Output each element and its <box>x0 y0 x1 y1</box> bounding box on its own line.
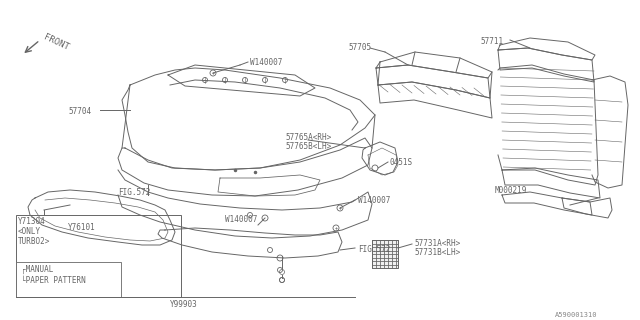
Text: TURBO2>: TURBO2> <box>18 237 51 246</box>
Text: 57731A<RH>: 57731A<RH> <box>414 239 460 248</box>
Text: 57704: 57704 <box>68 107 91 116</box>
Text: 0451S: 0451S <box>390 158 413 167</box>
Bar <box>372 240 398 268</box>
Text: W140007: W140007 <box>225 215 257 224</box>
Bar <box>16 262 121 297</box>
Text: └PAPER PATTERN: └PAPER PATTERN <box>21 276 86 285</box>
Text: FRONT: FRONT <box>42 33 70 52</box>
Text: W140007: W140007 <box>250 58 282 67</box>
Text: Y76101: Y76101 <box>68 223 96 232</box>
Text: A590001310: A590001310 <box>555 312 598 318</box>
Text: ┌MANUAL: ┌MANUAL <box>21 265 53 274</box>
Text: 57765B<LH>: 57765B<LH> <box>285 142 332 151</box>
Text: FIG.572: FIG.572 <box>118 188 150 197</box>
Text: 57705: 57705 <box>348 43 371 52</box>
Bar <box>16 215 181 297</box>
Text: FIG.572: FIG.572 <box>358 245 390 254</box>
Text: Y99903: Y99903 <box>170 300 198 309</box>
Text: W140007: W140007 <box>358 196 390 205</box>
Text: 57731B<LH>: 57731B<LH> <box>414 248 460 257</box>
Text: Y71304: Y71304 <box>18 217 45 226</box>
Text: 57711: 57711 <box>480 37 503 46</box>
Text: <ONLY: <ONLY <box>18 227 41 236</box>
Text: 57765A<RH>: 57765A<RH> <box>285 133 332 142</box>
Text: M000219: M000219 <box>495 186 527 195</box>
